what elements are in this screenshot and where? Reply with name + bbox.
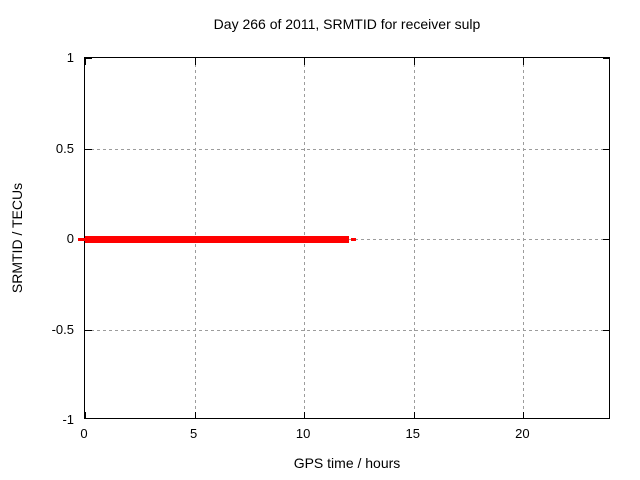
- x-tick-mark-top: [85, 58, 86, 65]
- y-tick-label: 0.5: [55, 140, 74, 156]
- x-tick-label: 0: [80, 426, 88, 441]
- x-tick-mark-bottom: [85, 412, 86, 419]
- series-srmtid-tail-cap: [351, 237, 356, 241]
- gridline-horizontal: [85, 329, 609, 331]
- x-tick-mark-top: [413, 58, 415, 65]
- x-tick-label: 5: [189, 426, 198, 441]
- x-tick-mark-top: [194, 58, 196, 65]
- plot-area: [78, 57, 610, 419]
- x-tick-label: 15: [405, 426, 420, 441]
- y-tick-mark-right: [603, 58, 610, 59]
- gridline-vertical: [523, 58, 525, 418]
- chart-title: Day 266 of 2011, SRMTID for receiver sul…: [213, 16, 481, 32]
- y-tick-mark-left: [85, 418, 92, 419]
- x-tick-mark-top: [523, 58, 525, 65]
- y-tick-label: -1: [62, 412, 74, 427]
- series-srmtid-lead-cap: [78, 237, 90, 241]
- x-tick-label: 10: [295, 426, 311, 441]
- y-tick-mark-right: [603, 329, 610, 331]
- x-tick-mark-bottom: [304, 412, 306, 419]
- x-axis-label: GPS time / hours: [293, 455, 401, 471]
- x-tick-mark-bottom: [523, 412, 525, 419]
- series-srmtid-main: [85, 235, 350, 243]
- y-tick-mark-left: [85, 58, 92, 59]
- gridline-vertical: [413, 58, 415, 418]
- y-tick-label: -0.5: [51, 321, 74, 337]
- y-tick-mark-right: [603, 418, 610, 419]
- y-tick-mark-left: [85, 148, 92, 150]
- gridline-horizontal: [85, 148, 609, 150]
- x-tick-mark-bottom: [194, 412, 196, 419]
- y-tick-label: 0: [66, 231, 74, 246]
- y-tick-mark-right: [603, 239, 610, 240]
- x-tick-label: 20: [515, 426, 530, 441]
- x-tick-mark-top: [304, 58, 306, 65]
- x-tick-mark-bottom: [413, 412, 415, 419]
- y-tick-mark-left: [85, 329, 92, 331]
- y-tick-mark-right: [603, 148, 610, 150]
- y-tick-label: 1: [66, 50, 74, 65]
